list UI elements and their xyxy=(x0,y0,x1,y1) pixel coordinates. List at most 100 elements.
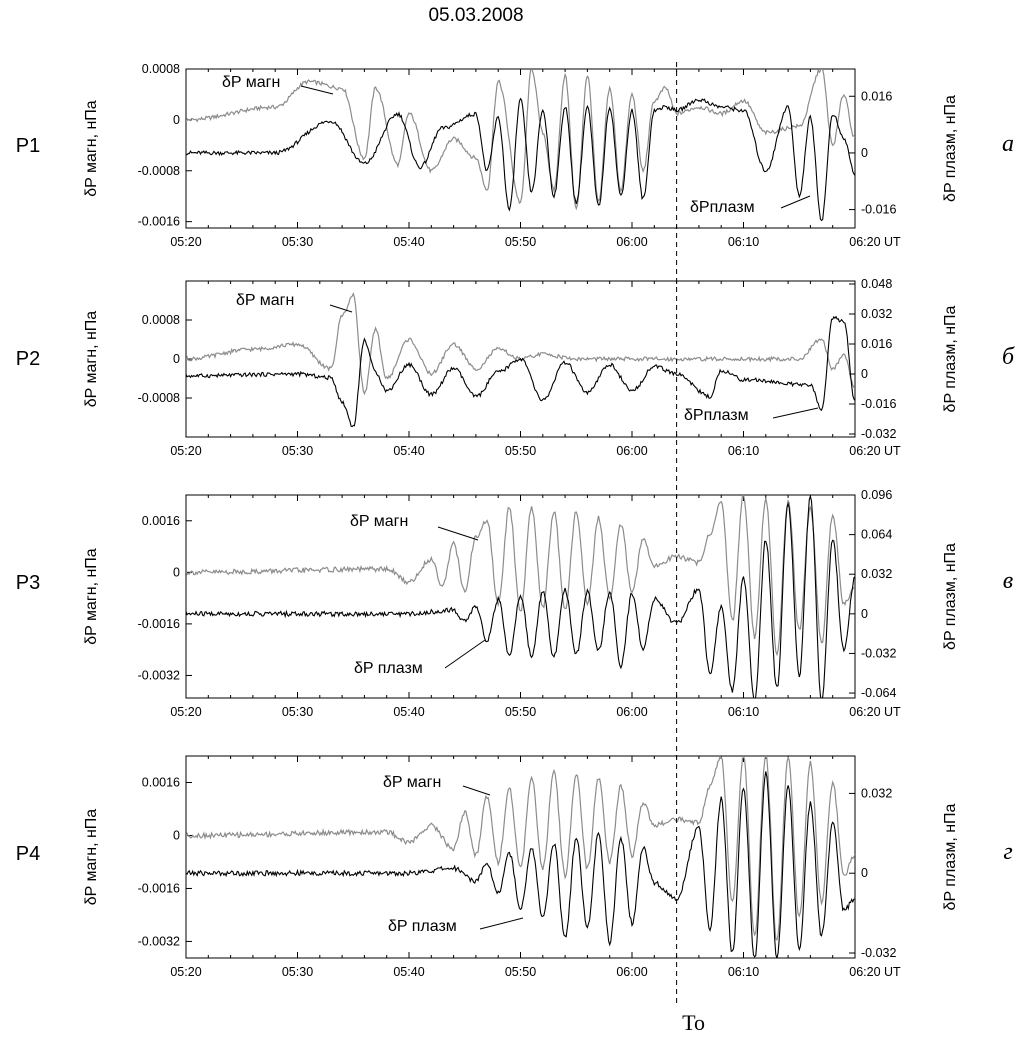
panels: 05:20 05:30 05:40 05:50 06:00 06:10 06:20 UT 0.… xyxy=(16,62,1015,979)
left-tick-label: -0.0008 xyxy=(138,164,180,178)
plot-frame xyxy=(185,755,856,959)
panel-letter: б xyxy=(1002,344,1015,370)
panel-p3: 05:20 05:30 05:40 05:50 06:00 06:10 06:20 UT 0.… xyxy=(16,488,1013,719)
left-tick-label: -0.0016 xyxy=(138,617,180,631)
left-axis-label: δP магн, нПа xyxy=(83,809,100,906)
right-tick-label: -0.016 xyxy=(861,397,896,411)
annotation-plasm: δPплазм xyxy=(684,407,749,424)
left-tick-label: 0 xyxy=(173,565,180,579)
right-tick-label: 0.048 xyxy=(861,277,892,291)
left-tick-label: 0 xyxy=(173,113,180,127)
left-tick-label: 0.0016 xyxy=(142,775,180,789)
x-tick-label: 05:40 xyxy=(393,705,424,719)
left-tick-label: -0.0008 xyxy=(138,391,180,405)
right-tick-label: 0.064 xyxy=(861,528,892,542)
left-tick-label: 0.0008 xyxy=(142,313,180,327)
series-magn-line xyxy=(186,69,855,211)
x-tick-label: 05:20 xyxy=(170,965,201,979)
right-axis-label: δP плазм, нПа xyxy=(942,95,959,202)
left-tick-label: 0 xyxy=(173,828,180,842)
right-tick-label: 0 xyxy=(861,367,868,381)
right-tick-label: -0.032 xyxy=(861,946,896,960)
left-tick-label: -0.0032 xyxy=(138,668,180,682)
x-tick-label: 05:20 xyxy=(170,705,201,719)
x-tick-label: 06:00 xyxy=(616,965,647,979)
left-tick-label: 0.0016 xyxy=(142,514,180,528)
right-axis-label: δP плазм, нПа xyxy=(942,803,959,910)
annotation-leader xyxy=(444,639,486,669)
right-tick-label: -0.064 xyxy=(861,686,896,700)
annotation-magn: δP магн xyxy=(236,292,294,309)
x-tick-label: 05:50 xyxy=(505,235,536,249)
right-tick-label: 0.032 xyxy=(861,307,892,321)
series-magn-line xyxy=(186,756,855,941)
x-tick-label: 06:20 UT xyxy=(849,444,901,458)
series-plasm-line xyxy=(186,97,855,222)
annotation-plasm: δP плазм xyxy=(354,660,423,677)
x-tick-label: 05:40 xyxy=(393,444,424,458)
annotation-magn: δP магн xyxy=(222,74,280,91)
panel-p2: 05:20 05:30 05:40 05:50 06:00 06:10 06:20 UT 0.… xyxy=(16,277,1015,458)
annotation-leader xyxy=(479,917,524,930)
probe-label: P4 xyxy=(16,843,40,865)
annotation-leader xyxy=(437,526,479,541)
right-tick-label: 0.032 xyxy=(861,786,892,800)
left-tick-label: -0.0032 xyxy=(138,934,180,948)
right-tick-label: 0.032 xyxy=(861,567,892,581)
annotation-leader xyxy=(329,304,353,313)
annotation-leader xyxy=(772,407,819,419)
panel-letter: г xyxy=(1003,839,1012,865)
x-tick-label: 05:50 xyxy=(505,444,536,458)
left-tick-label: 0.0008 xyxy=(142,62,180,76)
annotation-plasm: δPплазм xyxy=(690,199,755,216)
x-tick-label: 06:20 UT xyxy=(849,235,901,249)
annotation-magn: δP магн xyxy=(350,513,408,530)
x-tick-label: 05:30 xyxy=(282,965,313,979)
right-tick-label: 0.016 xyxy=(861,337,892,351)
right-axis-label: δP плазм, нПа xyxy=(942,543,959,650)
x-tick-label: 05:30 xyxy=(282,444,313,458)
series-magn-line xyxy=(186,292,855,396)
series-plasm-line xyxy=(186,495,855,698)
right-tick-label: 0.096 xyxy=(861,488,892,502)
left-tick-label: 0 xyxy=(173,352,180,366)
x-tick-label: 05:40 xyxy=(393,235,424,249)
annotation-leader xyxy=(462,785,491,796)
right-tick-label: -0.032 xyxy=(861,427,896,441)
x-tick-label: 06:00 xyxy=(616,235,647,249)
panel-letter: в xyxy=(1003,568,1013,594)
x-tick-label: 05:20 xyxy=(170,235,201,249)
x-tick-label: 05:40 xyxy=(393,965,424,979)
panel-p4: 05:20 05:30 05:40 05:50 06:00 06:10 06:20 UT 0.… xyxy=(16,755,1013,979)
right-tick-label: 0 xyxy=(861,146,868,160)
x-tick-label: 05:30 xyxy=(282,235,313,249)
x-tick-label: 05:20 xyxy=(170,444,201,458)
probe-label: P3 xyxy=(16,572,40,594)
series-plasm-line xyxy=(186,315,855,428)
x-tick-label: 05:50 xyxy=(505,705,536,719)
x-tick-label: 06:20 UT xyxy=(849,965,901,979)
left-axis-label: δP магн, нПа xyxy=(83,548,100,645)
x-tick-label: 05:30 xyxy=(282,705,313,719)
x-tick-label: 06:10 xyxy=(728,235,759,249)
left-tick-label: -0.0016 xyxy=(138,215,180,229)
to-marker-label: To xyxy=(682,1010,705,1035)
x-tick-label: 06:00 xyxy=(616,705,647,719)
annotation-leader xyxy=(780,195,811,209)
panel-letter: а xyxy=(1002,131,1014,157)
right-tick-label: 0 xyxy=(861,866,868,880)
chart-title: 05.03.2008 xyxy=(428,5,523,26)
right-tick-label: 0.016 xyxy=(861,89,892,103)
right-tick-label: 0 xyxy=(861,607,868,621)
right-tick-label: -0.016 xyxy=(861,203,896,217)
probe-label: P2 xyxy=(16,348,40,370)
left-tick-label: -0.0016 xyxy=(138,881,180,895)
annotation-plasm: δP плазм xyxy=(388,918,457,935)
series-magn-line xyxy=(186,495,855,657)
x-tick-label: 06:10 xyxy=(728,444,759,458)
x-tick-label: 05:50 xyxy=(505,965,536,979)
annotation-magn: δP магн xyxy=(383,774,441,791)
left-axis-label: δP магн, нПа xyxy=(83,311,100,408)
probe-label: P1 xyxy=(16,135,40,157)
left-axis-label: δP магн, нПа xyxy=(83,100,100,197)
